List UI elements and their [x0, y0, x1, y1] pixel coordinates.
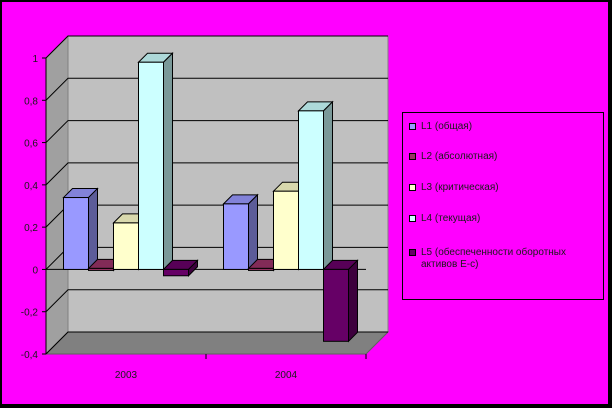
bar: [62, 187, 99, 271]
gridline: [45, 35, 388, 59]
legend-label: L2 (абсолютная): [421, 151, 498, 162]
bar: [222, 193, 259, 271]
side-wall: [45, 34, 69, 356]
y-tick-label: 1: [32, 54, 38, 65]
gridline: [45, 162, 388, 186]
chart-frame: 1 0,8 0,6 0,4 0,2 0 -0,2 -0,4 2003 2004 L1 (обща…: [2, 2, 608, 404]
legend-swatch: [409, 215, 416, 222]
legend-swatch: [409, 123, 416, 130]
legend-swatch: [409, 153, 416, 160]
y-tick-label: -0,2: [21, 308, 39, 319]
legend-label: L3 (критическая): [421, 182, 499, 193]
x-tick-label: 2003: [115, 370, 138, 381]
y-tick-label: 0,2: [24, 223, 38, 234]
bar: [162, 259, 199, 277]
y-tick-label: 0,6: [24, 139, 38, 150]
gridline: [45, 289, 388, 313]
x-axis-ticks: 2003 2004: [115, 354, 367, 381]
plot-area: 1 0,8 0,6 0,4 0,2 0 -0,2 -0,4 2003 2004: [21, 34, 390, 381]
gridline: [45, 120, 388, 143]
y-tick-label: 0: [32, 265, 38, 276]
legend-swatch: [409, 249, 416, 256]
bar: [137, 52, 174, 271]
gridline: [45, 331, 388, 355]
legend-label: L5 (обеспеченности оборотных активов E-с…: [421, 247, 566, 270]
legend-label: L4 (текущая): [421, 213, 481, 224]
y-tick-label: -0,4: [21, 350, 39, 361]
legend: L1 (общая) L2 (абсолютная) L3 (критическая…: [402, 112, 604, 300]
legend-swatch: [409, 184, 416, 191]
bar: [322, 259, 359, 343]
y-tick-label: 0,4: [24, 181, 38, 192]
bars: [62, 52, 359, 343]
y-tick-label: 0,8: [24, 96, 38, 107]
x-tick-label: 2004: [275, 370, 298, 381]
legend-label: L1 (общая): [421, 121, 473, 132]
bar: [297, 100, 334, 271]
gridline: [45, 77, 388, 101]
